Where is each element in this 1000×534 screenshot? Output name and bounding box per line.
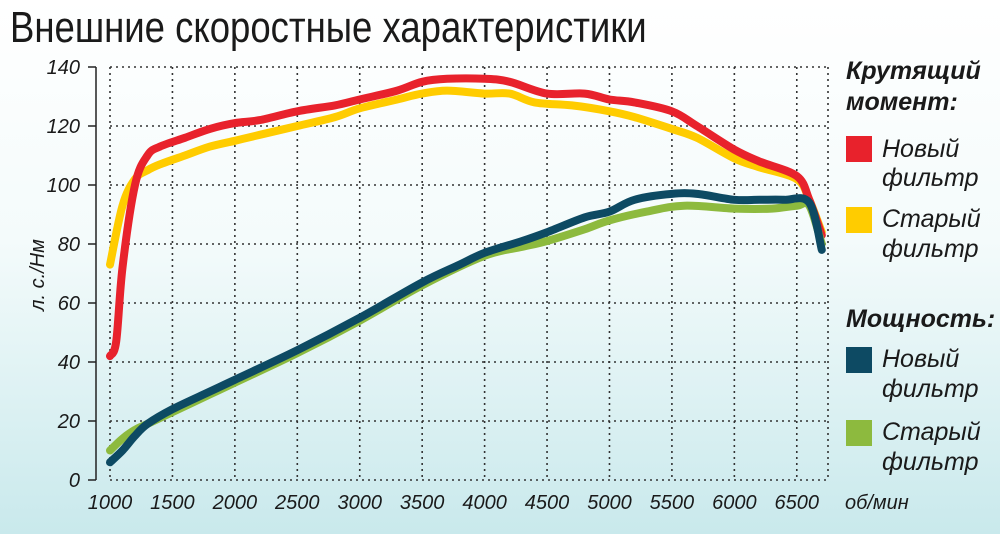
legend-label-torque-old-line2: фильтр xyxy=(882,235,979,263)
x-tick-label: 5000 xyxy=(587,492,632,514)
x-tick-label: 3000 xyxy=(337,492,382,514)
legend-label-power-new-line1: Новый xyxy=(882,345,959,373)
series-line-torque-new xyxy=(106,74,826,361)
legend-swatch-power-new xyxy=(846,347,872,373)
y-tick-label: 120 xyxy=(47,116,80,138)
y-tick-label: 140 xyxy=(47,57,80,79)
series-line-power-old xyxy=(106,198,826,455)
x-tick-label: 2000 xyxy=(212,492,258,514)
legend-swatch-torque-old xyxy=(846,207,872,233)
legend-header-power: Мощность: xyxy=(846,305,995,333)
y-tick-label: 80 xyxy=(58,234,80,256)
legend-label-torque-new-line2: фильтр xyxy=(882,164,979,192)
y-axis-label: л. с./Нм xyxy=(27,239,49,312)
x-axis-ticks: 1000 1500 2000 2500 3000 3500 4000 4500 5000 5500… xyxy=(88,492,819,514)
grid xyxy=(95,66,829,481)
legend-label-power-old-line2: фильтр xyxy=(882,448,979,476)
y-tick-label: 40 xyxy=(58,352,80,374)
series-line-torque-old xyxy=(106,86,826,269)
series-lines xyxy=(106,74,826,467)
x-tick-label: 1500 xyxy=(150,492,195,514)
y-tick-label: 20 xyxy=(57,411,80,433)
y-tick-label: 60 xyxy=(58,293,80,315)
legend-swatch-torque-new xyxy=(846,136,872,162)
chart-title: Внешние скоростные характеристики xyxy=(10,2,647,52)
series-line-power-new xyxy=(106,189,826,467)
legend-swatch-power-old xyxy=(846,420,872,446)
x-axis-label: об/мин xyxy=(845,492,909,514)
legend: Крутящий момент: Новый фильтр Старый фил… xyxy=(846,57,995,476)
x-tick-label: 2500 xyxy=(274,492,320,514)
x-tick-label: 3500 xyxy=(400,492,445,514)
legend-label-torque-old-line1: Старый xyxy=(882,205,981,233)
legend-label-power-old-line1: Старый xyxy=(882,418,981,446)
legend-label-power-new-line2: фильтр xyxy=(882,375,979,403)
y-tick-label: 100 xyxy=(47,175,80,197)
x-tick-label: 6000 xyxy=(712,492,757,514)
y-axis-ticks: 0 20 40 60 80 100 120 140 xyxy=(47,57,96,492)
x-tick-label: 4000 xyxy=(462,492,507,514)
legend-header-torque-line1: Крутящий xyxy=(846,57,981,85)
legend-label-torque-new-line1: Новый xyxy=(882,135,959,163)
legend-header-torque-line2: момент: xyxy=(846,88,958,116)
y-tick-label: 0 xyxy=(69,470,80,492)
x-tick-label: 1000 xyxy=(88,492,133,514)
x-tick-label: 4500 xyxy=(525,492,570,514)
x-tick-label: 6500 xyxy=(775,492,820,514)
x-tick-label: 5500 xyxy=(650,492,695,514)
